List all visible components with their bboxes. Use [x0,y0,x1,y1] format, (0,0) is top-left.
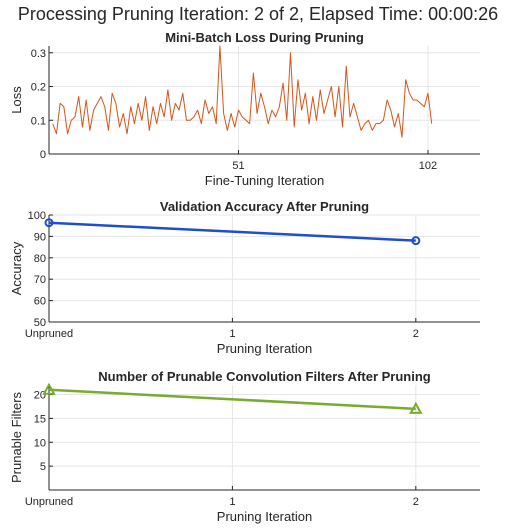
filters-x-tick-label: Unpruned [25,496,73,508]
accuracy-y-tick-label: 80 [34,253,46,265]
accuracy-y-tick-label: 50 [34,317,46,329]
filters-y-tick-label: 20 [34,390,46,402]
filters-y-label: Prunable Filters [9,391,24,483]
accuracy-series-line [48,221,416,242]
loss-y-label: Loss [9,86,24,114]
accuracy-y-tick-label: 90 [34,231,46,243]
accuracy-chart-title: Validation Accuracy After Pruning [160,199,369,214]
filters-data-point [409,401,423,414]
accuracy-x-tick-label: 1 [229,328,235,340]
loss-y-tick-label: 0 [40,149,46,161]
loss-x-tick-label: 102 [419,160,437,172]
figure-title: Processing Pruning Iteration: 2 of 2, El… [17,4,499,24]
filters-x-tick-label: 2 [413,496,419,508]
filters-chart-title: Number of Prunable Convolution Filters A… [98,369,431,384]
filters-data-point [42,382,56,395]
filters-chart: Unpruned 1 2 5 10 15 20 Number of Prunable Conv… [9,369,480,524]
loss-y-tick-label: 0.1 [31,115,46,127]
accuracy-y-tick-label: 100 [28,210,46,222]
filters-x-tick-label: 1 [229,496,235,508]
loss-y-tick-label: 0.3 [31,48,46,60]
filters-y-tick-label: 10 [34,437,46,449]
loss-chart-title: Mini-Batch Loss During Pruning [165,30,364,45]
accuracy-y-tick-label: 70 [34,274,46,286]
accuracy-x-tick-label: Unpruned [25,328,73,340]
filters-y-tick-label: 5 [40,461,46,473]
loss-series-line [52,45,433,138]
accuracy-chart: Unpruned 1 2 50 60 70 80 90 100 Validation Accura… [9,199,480,356]
filters-x-label: Pruning Iteration [217,509,312,524]
loss-x-label: Fine-Tuning Iteration [205,173,324,188]
accuracy-data-point [44,218,54,228]
accuracy-x-label: Pruning Iteration [217,341,312,356]
loss-chart: 51 102 0 0.1 0.2 0.3 Mini-Batch Loss During Pr… [9,30,480,188]
accuracy-x-tick-label: 2 [413,328,419,340]
accuracy-data-point [411,236,421,246]
loss-x-tick-label: 51 [232,160,244,172]
accuracy-y-label: Accuracy [9,241,24,295]
filters-y-tick-label: 15 [34,413,46,425]
accuracy-y-tick-label: 60 [34,296,46,308]
loss-y-tick-label: 0.2 [31,82,46,94]
filters-series-line [48,388,416,411]
